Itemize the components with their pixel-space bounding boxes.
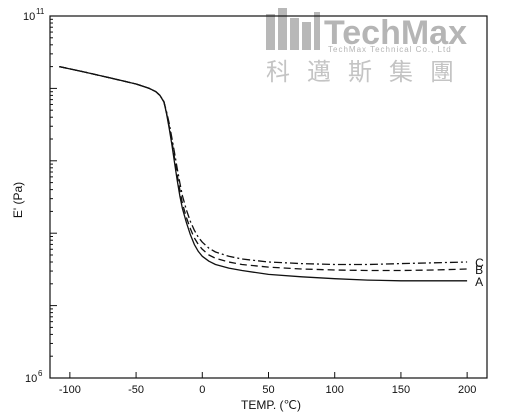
x-tick-labels: -100 -50 0 50 100 150 200 bbox=[59, 384, 476, 396]
y-tick-label-top: 10 11 bbox=[23, 7, 45, 23]
watermark-name: TechMax bbox=[324, 14, 467, 52]
series-label-c: C bbox=[475, 256, 484, 270]
y-tick-exp: 6 bbox=[38, 369, 43, 378]
x-tick-label: -50 bbox=[128, 384, 144, 396]
curves bbox=[59, 65, 468, 282]
series-line-a bbox=[59, 65, 468, 282]
x-tick-label: 0 bbox=[199, 384, 205, 396]
y-tick-label-bottom: 10 6 bbox=[25, 369, 43, 385]
watermark-cjk: 科邁斯集團 bbox=[266, 58, 471, 86]
watermark-subtitle: TechMax Technical Co., Ltd bbox=[328, 45, 452, 54]
techmax-watermark: TechMax TechMax Technical Co., Ltd 科邁斯集團 bbox=[266, 8, 471, 86]
x-tick-label: 200 bbox=[458, 384, 476, 396]
techmax-logo-icon bbox=[266, 8, 320, 50]
axis-ticks bbox=[50, 18, 468, 379]
x-tick-label: -100 bbox=[59, 384, 81, 396]
series-line-b bbox=[59, 65, 468, 272]
curve-labels: ABC bbox=[475, 256, 484, 289]
x-tick-label: 100 bbox=[326, 384, 344, 396]
y-axis-label: E' (Pa) bbox=[11, 182, 25, 218]
x-axis-label: TEMP. (℃) bbox=[241, 398, 301, 412]
series-label-b: B bbox=[475, 263, 483, 277]
y-tick-base: 10 bbox=[23, 11, 35, 23]
x-tick-label: 150 bbox=[392, 384, 410, 396]
series-line-c bbox=[59, 65, 468, 266]
x-tick-label: 50 bbox=[262, 384, 274, 396]
series-label-a: A bbox=[475, 275, 483, 289]
y-tick-exp: 11 bbox=[36, 7, 45, 16]
y-tick-base: 10 bbox=[25, 373, 37, 385]
